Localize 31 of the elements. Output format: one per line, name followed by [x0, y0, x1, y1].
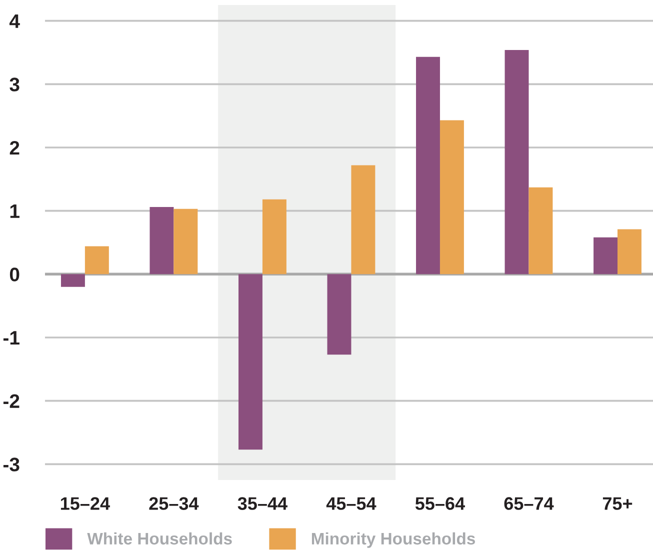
y-tick-label: -1: [3, 331, 20, 345]
bar: [238, 274, 262, 450]
bar: [174, 208, 198, 274]
y-tick-label: -2: [3, 394, 20, 408]
bar: [528, 187, 553, 274]
y-tick-label: 1: [10, 204, 20, 218]
x-tick-label: 75+: [602, 497, 632, 510]
x-tick-label: 25–34: [149, 497, 199, 510]
bar: [416, 56, 440, 274]
y-tick-label: 0: [10, 268, 20, 282]
y-tick-label: 4: [9, 14, 20, 28]
bar: [84, 246, 109, 274]
x-tick-label: 55–64: [415, 497, 465, 510]
bar: [351, 165, 376, 274]
x-tick-label: 45–54: [326, 497, 376, 510]
bar: [262, 199, 286, 274]
bar: [327, 274, 352, 355]
y-tick-label: 2: [10, 140, 20, 155]
x-tick-label: 65–74: [504, 497, 554, 510]
y-tick-label: -3: [3, 458, 20, 472]
bar: [60, 274, 85, 287]
x-tick-label: 35–44: [238, 497, 288, 510]
bar: [150, 207, 174, 274]
bar: [594, 237, 618, 274]
x-tick-label: 15–24: [60, 497, 110, 510]
y-tick-label: 3: [10, 78, 20, 92]
legend-label: White Households: [87, 532, 232, 545]
bar: [440, 120, 464, 274]
bar: [617, 229, 642, 274]
legend-label: Minority Households: [312, 532, 475, 548]
bar: [504, 50, 529, 274]
